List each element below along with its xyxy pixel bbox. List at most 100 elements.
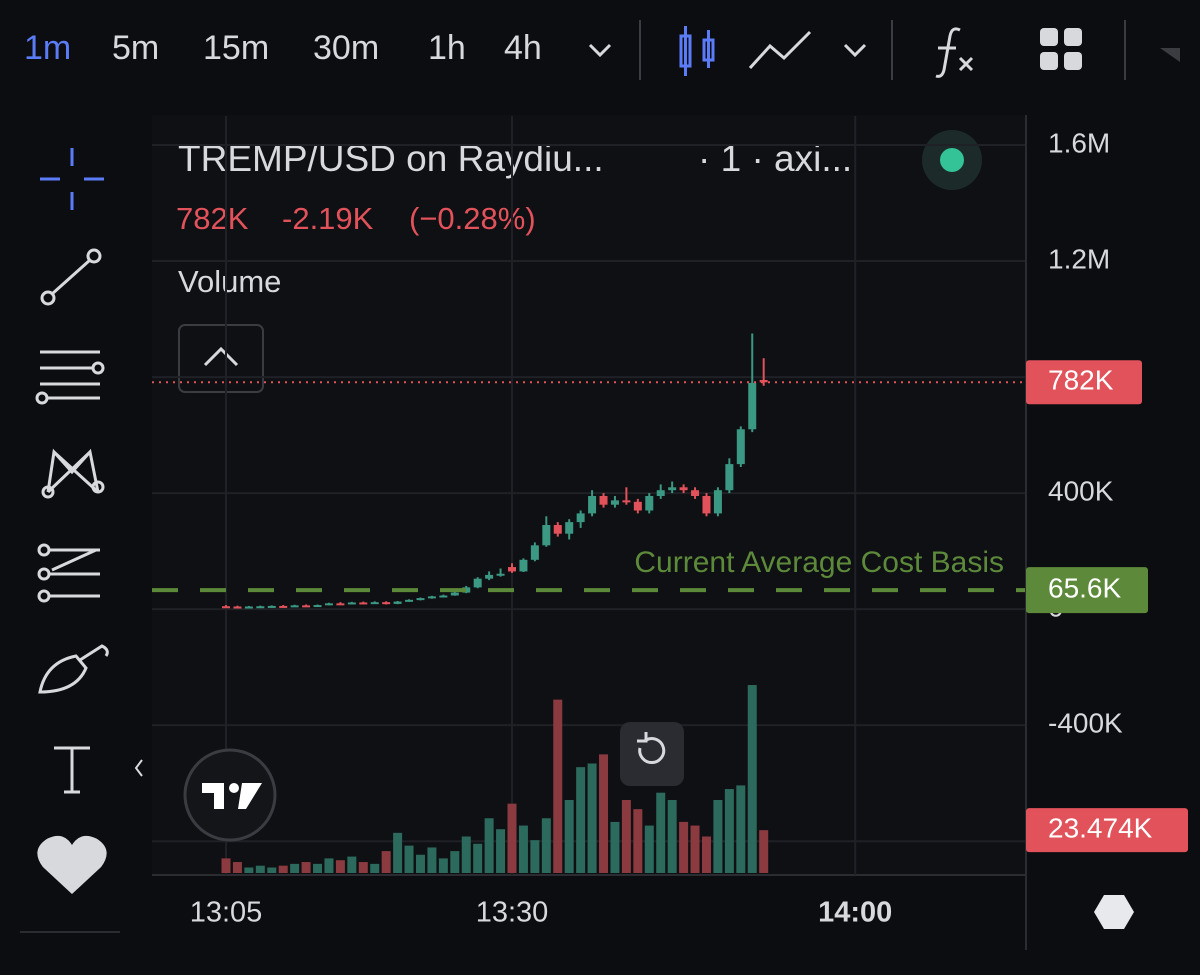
candle-body bbox=[279, 605, 288, 608]
favorite-tool[interactable] bbox=[37, 835, 107, 895]
volume-bar bbox=[427, 847, 437, 873]
more-button[interactable] bbox=[1160, 48, 1180, 62]
volume-bar bbox=[290, 863, 300, 873]
volume-bar bbox=[564, 800, 574, 873]
forecast-tool[interactable] bbox=[37, 543, 100, 603]
candle-body bbox=[485, 574, 494, 579]
volume-bar bbox=[313, 863, 323, 873]
interval-button[interactable]: 1h bbox=[428, 29, 466, 67]
volume-bar bbox=[507, 803, 517, 873]
volume-bar bbox=[541, 818, 551, 873]
candle-body bbox=[405, 599, 414, 602]
candle-body bbox=[439, 595, 448, 598]
candle-body bbox=[736, 429, 745, 465]
cost-basis-label: 65.6K bbox=[1048, 572, 1121, 603]
candle-body bbox=[622, 500, 631, 503]
candle-body bbox=[370, 602, 379, 605]
price-change: -2.19K bbox=[282, 201, 374, 236]
interval-button[interactable]: 4h bbox=[504, 29, 542, 67]
chart-pane bbox=[152, 115, 1025, 875]
replay-icon bbox=[637, 732, 666, 764]
last-price-label-bg bbox=[1026, 360, 1142, 405]
volume-bar bbox=[690, 825, 700, 873]
candle-body bbox=[382, 602, 391, 605]
interval-menu[interactable] bbox=[588, 43, 612, 58]
brush-tool[interactable] bbox=[38, 644, 109, 694]
chart-type-menu[interactable] bbox=[843, 43, 867, 58]
volume-bar bbox=[724, 789, 734, 873]
line-type-button[interactable] bbox=[748, 30, 812, 70]
volume-bar bbox=[232, 862, 242, 873]
volume-bar bbox=[610, 821, 620, 873]
volume-bar bbox=[267, 867, 277, 873]
volume-bar bbox=[255, 865, 265, 873]
candle-body bbox=[473, 578, 482, 588]
replay-button[interactable] bbox=[620, 722, 684, 786]
volume-bar bbox=[221, 858, 231, 873]
collapse-button[interactable] bbox=[178, 324, 264, 393]
candle-body bbox=[336, 603, 345, 606]
trendline-tool[interactable] bbox=[40, 248, 102, 306]
text-tool[interactable] bbox=[54, 746, 90, 794]
interval-button[interactable]: 1m bbox=[24, 29, 71, 67]
volume-bar bbox=[473, 843, 483, 873]
volume-bar bbox=[759, 830, 769, 873]
volume-bar bbox=[530, 840, 540, 873]
candle-body bbox=[519, 559, 528, 572]
last-volume-label-bg bbox=[1026, 808, 1188, 853]
candle-body bbox=[553, 525, 562, 534]
crosshair-tool[interactable] bbox=[40, 148, 104, 210]
volume-bar bbox=[450, 851, 460, 873]
candle-body bbox=[599, 496, 608, 505]
indicators-button[interactable] bbox=[935, 27, 974, 78]
x-tick-label: 13:30 bbox=[476, 897, 549, 929]
collapse-toolbar[interactable] bbox=[134, 759, 143, 777]
candle-body bbox=[290, 605, 299, 608]
volume-bar bbox=[701, 836, 711, 873]
collapse-icon bbox=[203, 346, 239, 367]
settings-button[interactable] bbox=[1094, 895, 1134, 929]
indicator-name[interactable]: Volume bbox=[178, 264, 281, 299]
candle-body bbox=[759, 379, 768, 383]
candle-body bbox=[702, 496, 711, 514]
interval-button[interactable]: 30m bbox=[313, 29, 379, 67]
volume-bar bbox=[484, 818, 494, 873]
fib-tool[interactable] bbox=[35, 350, 105, 405]
candle-body bbox=[244, 606, 253, 609]
x-tick-label: 13:05 bbox=[190, 897, 263, 929]
interval-button[interactable]: 15m bbox=[203, 29, 269, 67]
volume-bar bbox=[347, 856, 357, 873]
candle-body bbox=[302, 605, 311, 608]
volume-bar bbox=[621, 800, 631, 873]
pattern-tool[interactable] bbox=[41, 448, 105, 499]
candle-body bbox=[725, 464, 734, 491]
candle-body bbox=[588, 496, 597, 514]
price-change-pct: (−0.28%) bbox=[409, 201, 536, 236]
candle-body bbox=[576, 513, 585, 523]
volume-bar bbox=[381, 851, 391, 873]
candle-body bbox=[359, 602, 368, 605]
volume-bar bbox=[553, 699, 563, 873]
layout-button[interactable] bbox=[1040, 28, 1082, 70]
y-tick-label: -400K bbox=[1048, 708, 1123, 739]
symbol[interactable]: TREMP/USD on Raydiu... bbox=[178, 138, 604, 179]
candle-body bbox=[462, 587, 471, 593]
cost-basis-text: Current Average Cost Basis bbox=[634, 546, 1004, 579]
candle-body bbox=[222, 606, 230, 609]
status-dot bbox=[940, 148, 964, 172]
volume-bar bbox=[335, 860, 345, 873]
candle-body bbox=[530, 545, 539, 560]
candle-type-button[interactable] bbox=[679, 26, 715, 76]
volume-bar bbox=[370, 863, 380, 873]
y-tick-label: 1.6M bbox=[1048, 127, 1110, 158]
volume-bar bbox=[644, 825, 654, 873]
volume-bar bbox=[667, 800, 677, 873]
left-toolbar bbox=[35, 148, 143, 895]
tv-logo[interactable] bbox=[183, 748, 277, 842]
volume-bar bbox=[587, 763, 597, 873]
plot: 1.6M1.2M800K400K0-400K-800K13:0513:3014:… bbox=[152, 116, 1188, 929]
interval-button[interactable]: 5m bbox=[112, 29, 159, 67]
cost-basis-label-bg bbox=[1026, 567, 1148, 614]
volume-bar bbox=[438, 858, 448, 873]
